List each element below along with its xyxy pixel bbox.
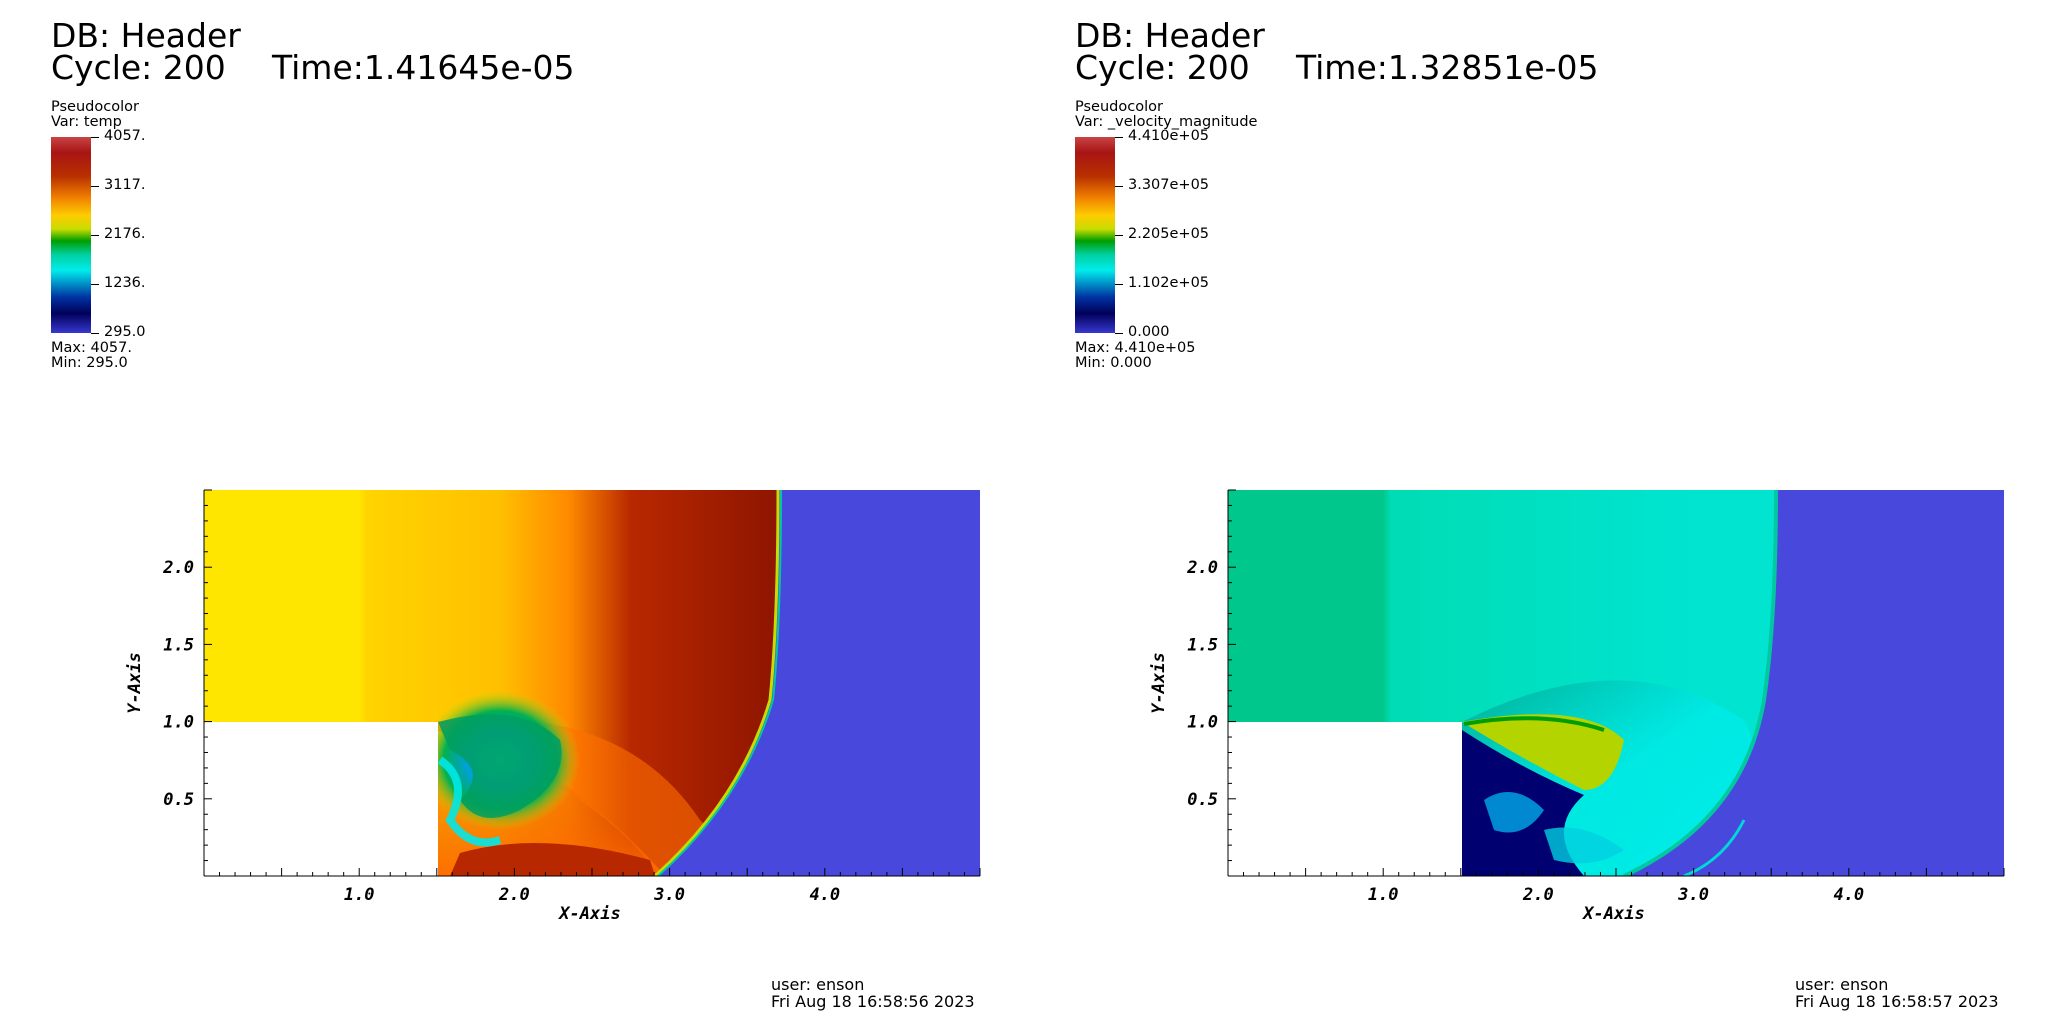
user-label: user: enson — [771, 975, 865, 994]
y-tick-label: 0.5 — [1187, 790, 1218, 810]
colorbar-tick-label: 295.0 — [104, 324, 146, 340]
colorbar-tick-label: 2.205e+05 — [1128, 226, 1210, 242]
right-panel: DB: Header Cycle: 200 Time:1.32851e-05 P… — [1024, 0, 2048, 1024]
colorbar — [1075, 137, 1115, 333]
user-label: user: enson — [1795, 975, 1889, 994]
y-tick-label: 1.0 — [1187, 713, 1218, 733]
x-tick-label: 4.0 — [809, 885, 840, 905]
colorbar-tick — [91, 235, 99, 236]
x-tick-label: 1.0 — [344, 885, 375, 905]
colorbar-tick-label: 0.000 — [1128, 324, 1170, 340]
x-tick-label: 4.0 — [1833, 885, 1864, 905]
y-tick-label: 2.0 — [162, 558, 194, 578]
min-label: Min: 295.0 — [51, 355, 128, 371]
colorbar-tick — [1115, 186, 1123, 187]
legend-plot-type: Pseudocolor — [1075, 99, 1163, 115]
min-label: Min: 0.000 — [1075, 355, 1152, 371]
time-label: Time:1.41645e-05 — [272, 48, 575, 87]
colorbar-tick-label: 1236. — [104, 275, 146, 291]
colorbar-tick — [1115, 235, 1123, 236]
x-axis-title: X-Axis — [557, 904, 620, 924]
legend-var-label: Var: temp — [51, 114, 122, 130]
colorbar-tick-label: 2176. — [104, 226, 146, 242]
plot-temp: 1.0 2.0 3.0 4.0 0.5 1.0 1.5 2.0 X-Axis Y-Axis — [125, 489, 981, 924]
time-label: Time:1.32851e-05 — [1296, 48, 1599, 87]
colorbar-tick-label: 4057. — [104, 128, 146, 144]
max-label: Max: 4.410e+05 — [1075, 340, 1196, 356]
cycle-label: Cycle: 200 — [51, 48, 226, 87]
y-axis-title: Y-Axis — [1149, 652, 1169, 713]
x-axis-title: X-Axis — [1581, 904, 1644, 924]
max-label: Max: 4057. — [51, 340, 132, 356]
x-tick-label: 3.0 — [1677, 885, 1709, 905]
colorbar-tick — [91, 186, 99, 187]
colorbar-tick — [91, 137, 99, 138]
y-tick-label: 2.0 — [1186, 558, 1218, 578]
colorbar-tick — [1115, 284, 1123, 285]
plot-velocity-magnitude: 1.0 2.0 3.0 4.0 0.5 1.0 1.5 2.0 X-Axis Y-Axis — [1149, 489, 2005, 924]
colorbar-tick — [91, 284, 99, 285]
y-tick-label: 1.5 — [163, 635, 194, 655]
y-axis-title: Y-Axis — [125, 652, 145, 713]
colorbar-tick-label: 1.102e+05 — [1128, 275, 1210, 291]
db-label: DB: Header — [1075, 16, 1265, 55]
step-obstacle — [1228, 722, 1462, 876]
cycle-label: Cycle: 200 — [1075, 48, 1250, 87]
colorbar-tick — [1115, 333, 1123, 334]
colorbar-tick-label: 3.307e+05 — [1128, 177, 1210, 193]
left-panel: DB: Header Cycle: 200 Time:1.41645e-05 P… — [51, 16, 981, 1011]
date-label: Fri Aug 18 16:58:57 2023 — [1795, 992, 1999, 1011]
y-tick-label: 0.5 — [163, 790, 194, 810]
colorbar-tick-label: 3117. — [104, 177, 146, 193]
x-tick-label: 2.0 — [1522, 885, 1554, 905]
colorbar-tick-label: 4.410e+05 — [1128, 128, 1210, 144]
y-tick-label: 1.0 — [163, 713, 194, 733]
legend-var-label: Var: _velocity_magnitude — [1075, 114, 1258, 130]
x-tick-label: 2.0 — [498, 885, 530, 905]
db-label: DB: Header — [51, 16, 241, 55]
x-tick-label: 1.0 — [1368, 885, 1399, 905]
colorbar-tick — [1115, 137, 1123, 138]
step-obstacle — [204, 722, 438, 876]
x-tick-label: 3.0 — [653, 885, 685, 905]
date-label: Fri Aug 18 16:58:56 2023 — [771, 992, 975, 1011]
legend-plot-type: Pseudocolor — [51, 99, 139, 115]
colorbar — [51, 137, 91, 333]
y-tick-label: 1.5 — [1187, 635, 1218, 655]
colorbar-tick — [91, 333, 99, 334]
velocity-field — [1228, 490, 2004, 876]
